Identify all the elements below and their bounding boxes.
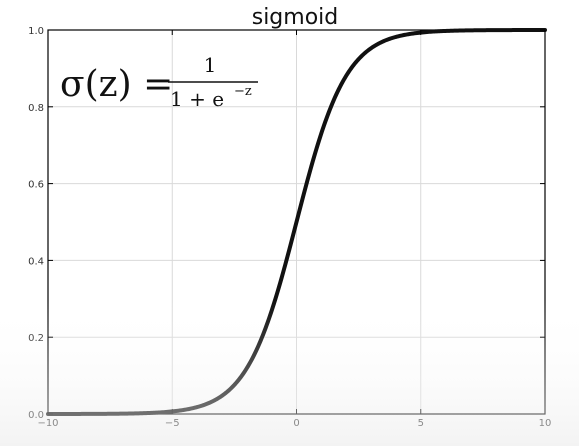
formula-denominator-exponent: −z xyxy=(234,84,252,99)
formula-lhs: σ(z) = xyxy=(60,64,173,105)
bottom-shading xyxy=(0,300,579,446)
formula-numerator: 1 xyxy=(204,53,217,77)
sigmoid-formula: σ(z) = 1 1 + e −z xyxy=(60,53,258,111)
formula-denominator-base: 1 + e xyxy=(170,87,224,111)
chart-title: sigmoid xyxy=(252,5,339,30)
y-tick-label: 0.8 xyxy=(28,103,44,114)
y-tick-label: 0.6 xyxy=(28,180,44,191)
y-tick-label: 0.4 xyxy=(28,256,44,267)
y-tick-label: 1.0 xyxy=(28,26,44,37)
